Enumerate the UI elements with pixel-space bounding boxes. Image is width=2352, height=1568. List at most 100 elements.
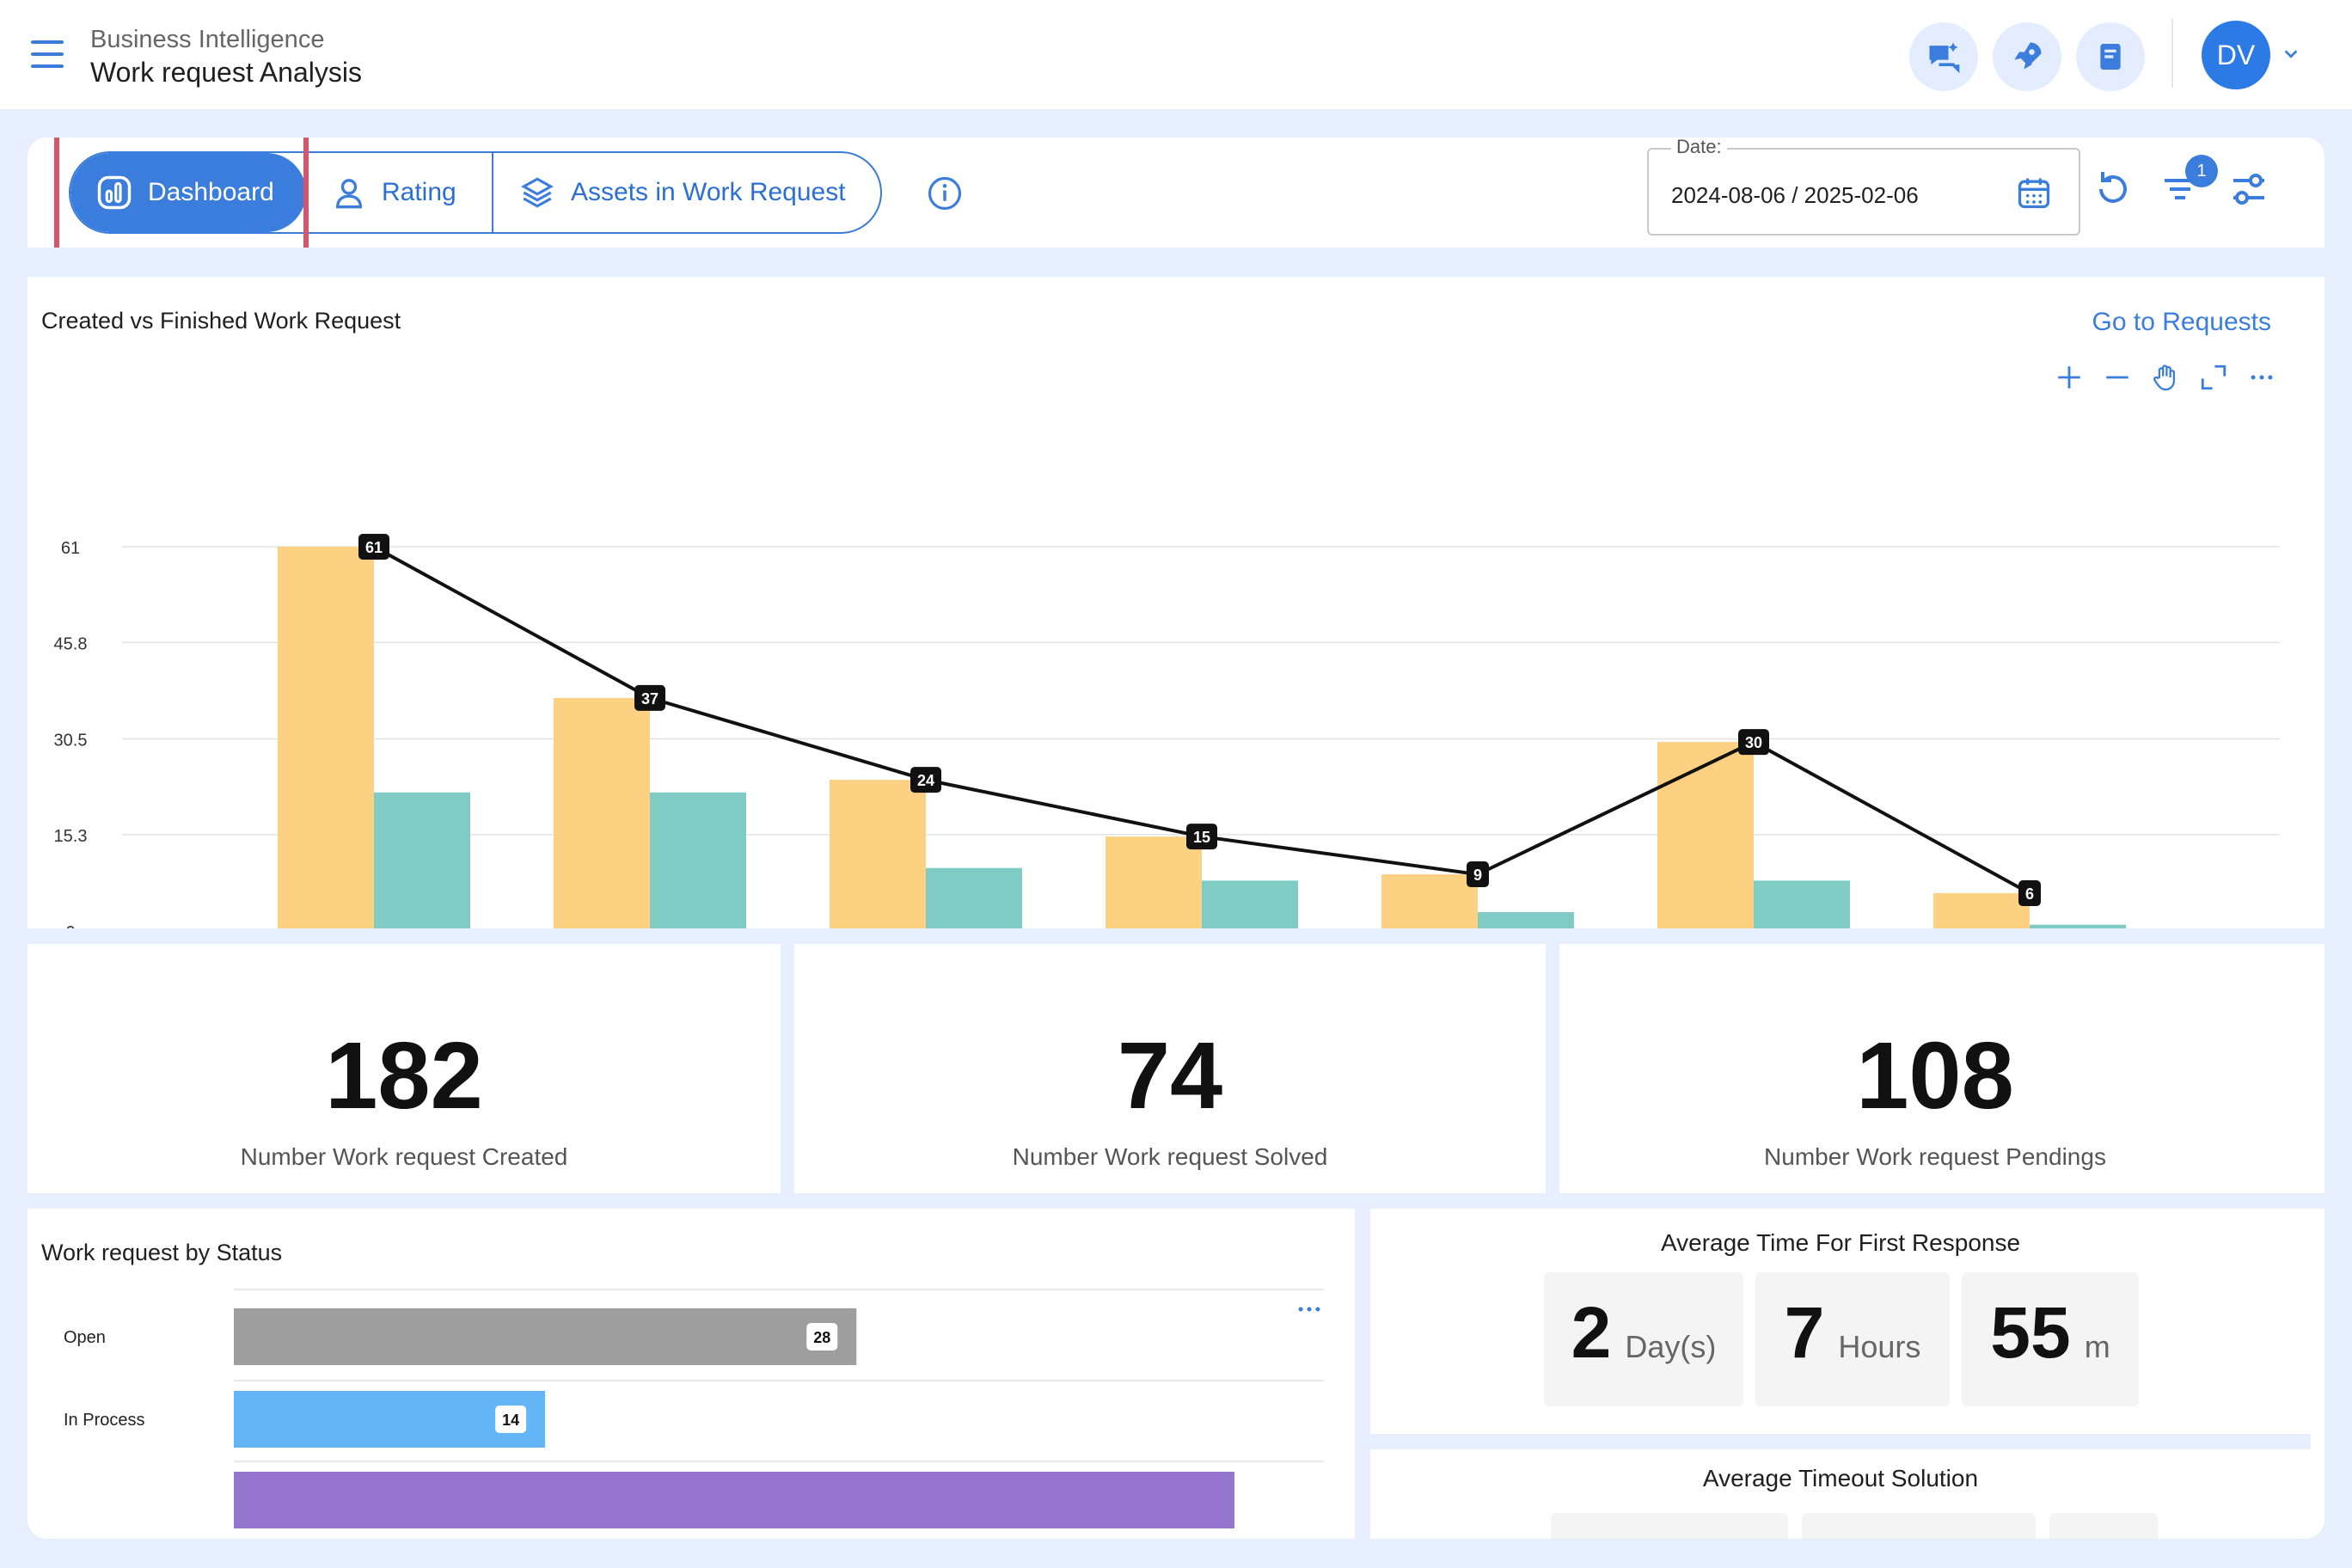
tab-label: Assets in Work Request [571, 178, 846, 206]
hours-box: 7 Hours [1755, 1272, 1950, 1406]
y-tick-label: 15.3 [54, 827, 88, 846]
hours-unit: Hours [1838, 1329, 1921, 1364]
kpi-value: 74 [1117, 1023, 1223, 1129]
timeout-days-box [1551, 1513, 1788, 1539]
date-value: 2024-08-06 / 2025-02-06 [1671, 182, 1919, 208]
bar-solved [650, 792, 746, 928]
launch-button[interactable] [1993, 22, 2061, 91]
chart-toolbar [2055, 363, 2276, 392]
section-gap [28, 1193, 2324, 1209]
layers-icon [521, 177, 554, 208]
bar-reported [1657, 742, 1754, 928]
bar-solved [1478, 912, 1574, 928]
trend-data-label: 37 [641, 690, 658, 707]
y-tick-label: 61 [61, 539, 80, 558]
kpi-label: Number Work request Created [240, 1143, 568, 1170]
breadcrumb-parent[interactable]: Business Intelligence [90, 26, 325, 53]
timeout-hours-box [1802, 1513, 2036, 1539]
tab-assets[interactable]: Assets in Work Request [493, 153, 880, 232]
ai-chat-button[interactable] [1909, 22, 1978, 91]
status-bar-chart: Open 28 In Process 14 [64, 1289, 1324, 1528]
card-gap [781, 944, 794, 1193]
bar-reported [1106, 836, 1202, 928]
refresh-icon[interactable] [2092, 168, 2134, 210]
status-value-chip [806, 1323, 838, 1351]
tab-rating[interactable]: Rating [306, 153, 493, 232]
calendar-icon[interactable] [2015, 174, 2053, 211]
trend-marker [1467, 861, 1489, 888]
kpi-pending-card: 108 Number Work request Pendings [1559, 944, 2311, 1193]
zoom-in-icon[interactable] [2055, 363, 2084, 392]
kpi-solved-card: 74 Number Work request Solved [794, 944, 1546, 1193]
bar-solved [1754, 880, 1850, 928]
minutes-box: 55 m [1962, 1272, 2139, 1406]
y-tick-label: 30.5 [54, 732, 88, 750]
status-value-label: 14 [502, 1412, 519, 1429]
date-label: Date: [1671, 138, 1727, 158]
kpi-value: 108 [1856, 1023, 2014, 1129]
date-range-field[interactable]: Date: 2024-08-06 / 2025-02-06 [1647, 138, 2080, 236]
bar-reported [1381, 874, 1478, 928]
card-gap [1355, 1209, 1370, 1539]
avg-timeout-title: Average Timeout Solution [1702, 1465, 1979, 1491]
section-gap [28, 248, 2324, 277]
trend-marker [1186, 824, 1217, 850]
bar-solved [1202, 880, 1298, 928]
status-bar [234, 1308, 857, 1365]
user-icon [335, 179, 363, 209]
status-card: Work request by Status Open 28 In Process 1… [28, 1209, 1355, 1539]
card-gap [1546, 944, 1559, 1193]
info-icon[interactable] [927, 175, 963, 211]
app-header: Business Intelligence Work request Analy… [0, 0, 2352, 109]
y-tick-label: 0 [65, 923, 75, 928]
bar-solved [374, 792, 470, 928]
tab-bar: Dashboard Rating Assets in Work Request [69, 151, 882, 234]
trend-marker [910, 767, 941, 793]
trend-data-label: 24 [917, 772, 934, 789]
trend-data-label: 6 [2025, 885, 2034, 903]
created-vs-finished-card: Created vs Finished Work Request Go to R… [28, 277, 2311, 928]
minutes-unit: m [2084, 1329, 2110, 1364]
sliders-icon[interactable] [2228, 168, 2269, 210]
avg-first-response-card: Average Time For First Response 2 Day(s)… [1370, 1209, 2311, 1434]
zoom-out-icon[interactable] [2103, 363, 2132, 392]
header-divider [2171, 19, 2173, 88]
book-icon [2100, 44, 2121, 70]
chart-icon [97, 175, 132, 210]
chat-sparkle-icon [1929, 42, 1960, 74]
trend-data-label: 15 [1193, 829, 1210, 846]
status-bar [234, 1472, 1234, 1528]
more-icon[interactable] [2247, 363, 2276, 392]
days-box: 2 Day(s) [1544, 1272, 1743, 1406]
kpi-created-card: 182 Number Work request Created [28, 944, 781, 1193]
chevron-down-icon[interactable] [2282, 45, 2300, 64]
minutes-value: 55 [1990, 1292, 2071, 1373]
kpi-label: Number Work request Solved [1012, 1143, 1328, 1170]
more-icon[interactable] [1295, 1295, 1324, 1324]
days-value: 2 [1571, 1292, 1612, 1373]
pan-hand-icon[interactable] [2151, 363, 2180, 392]
menu-icon[interactable] [31, 40, 64, 68]
page-title: Work request Analysis [90, 57, 362, 88]
kpi-label: Number Work request Pendings [1764, 1143, 2106, 1170]
main-panel: Dashboard Rating Assets in Work Request … [28, 138, 2324, 1539]
trend-data-label: 30 [1745, 734, 1762, 751]
trend-marker [358, 534, 389, 560]
bar-solved [2030, 924, 2126, 928]
filter-count-badge: 1 [2185, 155, 2218, 187]
status-category-label: In Process [64, 1411, 144, 1430]
status-value-label: 28 [813, 1329, 830, 1346]
card-gap [1370, 1434, 2311, 1449]
y-tick-label: 45.8 [54, 634, 88, 653]
rocket-icon [2014, 42, 2042, 70]
user-avatar[interactable]: DV [2202, 21, 2270, 89]
docs-button[interactable] [2076, 22, 2145, 91]
tab-label: Dashboard [148, 178, 274, 206]
kpi-value: 182 [325, 1023, 483, 1129]
bar-reported [1933, 893, 2030, 928]
tab-dashboard[interactable]: Dashboard [70, 153, 306, 232]
go-to-requests-link[interactable]: Go to Requests [2092, 308, 2271, 336]
reset-zoom-icon[interactable] [2199, 363, 2228, 392]
days-unit: Day(s) [1625, 1329, 1717, 1364]
